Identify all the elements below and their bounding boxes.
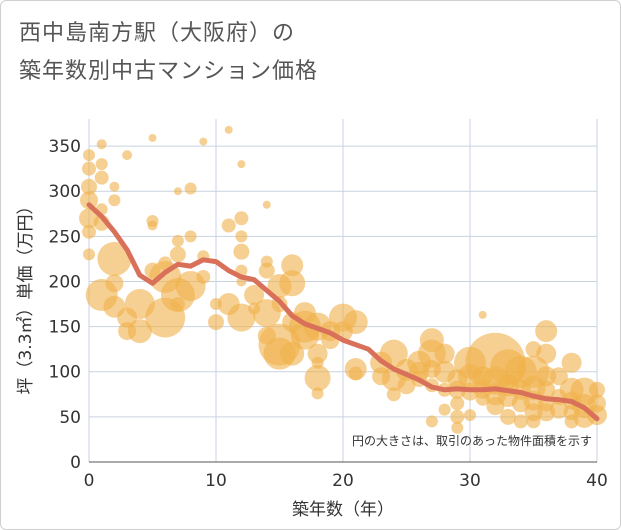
data-bubble (535, 320, 558, 343)
data-bubble (96, 139, 107, 150)
data-bubble (80, 191, 98, 210)
trend-line-layer (86, 202, 600, 422)
data-bubble (425, 415, 438, 428)
data-bubble (199, 137, 208, 146)
data-bubble (227, 303, 256, 332)
data-bubble (122, 150, 133, 161)
data-bubble (311, 387, 324, 400)
data-bubble (451, 421, 464, 434)
data-bubble (513, 414, 528, 429)
data-bubble (108, 194, 121, 207)
bubble-layer (79, 125, 607, 434)
y-tick-label: 350 (49, 137, 81, 157)
data-bubble (97, 241, 132, 276)
data-bubble (386, 387, 401, 402)
data-bubble (348, 366, 363, 381)
data-bubble (147, 220, 158, 231)
data-bubble (105, 274, 124, 293)
data-bubble (83, 248, 95, 261)
data-bubble (234, 211, 249, 226)
data-bubble (224, 125, 233, 134)
y-tick-label: 200 (49, 272, 81, 292)
data-bubble (549, 400, 568, 419)
data-bubble (82, 161, 96, 176)
y-tick-label: 150 (49, 318, 81, 338)
y-tick-label: 300 (49, 182, 81, 202)
x-tick-label: 40 (586, 471, 608, 491)
data-bubble (208, 314, 224, 331)
data-bubble (170, 297, 185, 312)
trend-line (86, 202, 600, 422)
data-bubble (450, 396, 465, 411)
data-bubble (258, 262, 275, 279)
y-tick-label: 0 (70, 453, 81, 473)
x-tick-label: 30 (459, 471, 481, 491)
y-tick-label: 100 (49, 363, 81, 383)
x-tick-label: 10 (205, 471, 227, 491)
y-tick-label: 250 (49, 227, 81, 247)
data-bubble (526, 414, 541, 429)
data-bubble (587, 405, 607, 426)
y-axis-title: 坪（3.3㎡）単価（万円） (16, 197, 36, 394)
data-bubble (127, 319, 152, 344)
data-bubble (537, 380, 556, 399)
data-bubble (281, 254, 304, 277)
x-axis-title: 築年数（年） (292, 500, 394, 520)
chart-title-line-1: 西中島南方駅（大阪府）の (19, 21, 296, 46)
data-bubble (233, 243, 250, 260)
data-bubble (184, 230, 197, 243)
data-bubble (279, 270, 306, 297)
data-bubble (262, 200, 271, 209)
y-tick-label: 50 (59, 408, 81, 428)
data-bubble (450, 409, 465, 424)
data-bubble (221, 218, 236, 233)
data-bubble (464, 409, 476, 422)
data-bubble (536, 343, 557, 364)
data-bubble (148, 133, 157, 142)
data-bubble (500, 408, 517, 425)
data-bubble (184, 182, 197, 195)
data-bubble (478, 310, 487, 319)
data-bubble (536, 366, 557, 387)
axis-layer: 0 50 100 150 200 250 300 350 0 10 20 30 40 (49, 137, 608, 491)
data-bubble (237, 160, 246, 169)
data-bubble (109, 181, 120, 192)
bubble-size-note: 円の大きさは、取引のあった物件面積を示す (352, 433, 592, 448)
data-bubble (307, 343, 328, 364)
data-bubble (196, 269, 211, 284)
data-bubble (235, 230, 248, 243)
data-bubble (81, 178, 97, 195)
data-bubble (304, 365, 331, 392)
x-tick-label: 20 (332, 471, 354, 491)
data-bubble (561, 352, 582, 373)
data-bubble (343, 310, 368, 335)
data-bubble (95, 158, 108, 171)
data-bubble (82, 224, 96, 239)
data-bubble (438, 403, 451, 416)
data-bubble (397, 376, 416, 395)
data-bubble (549, 367, 568, 386)
data-bubble (83, 149, 95, 162)
data-bubble (94, 170, 109, 185)
data-bubble (173, 187, 182, 196)
data-bubble (434, 343, 455, 364)
chart-title-line-2: 築年数別中古マンション価格 (19, 59, 319, 84)
x-tick-label: 0 (84, 471, 95, 491)
data-bubble (171, 234, 184, 247)
data-bubble (244, 285, 265, 306)
data-bubble (169, 246, 186, 263)
data-bubble (589, 381, 605, 398)
data-bubble (158, 256, 173, 271)
